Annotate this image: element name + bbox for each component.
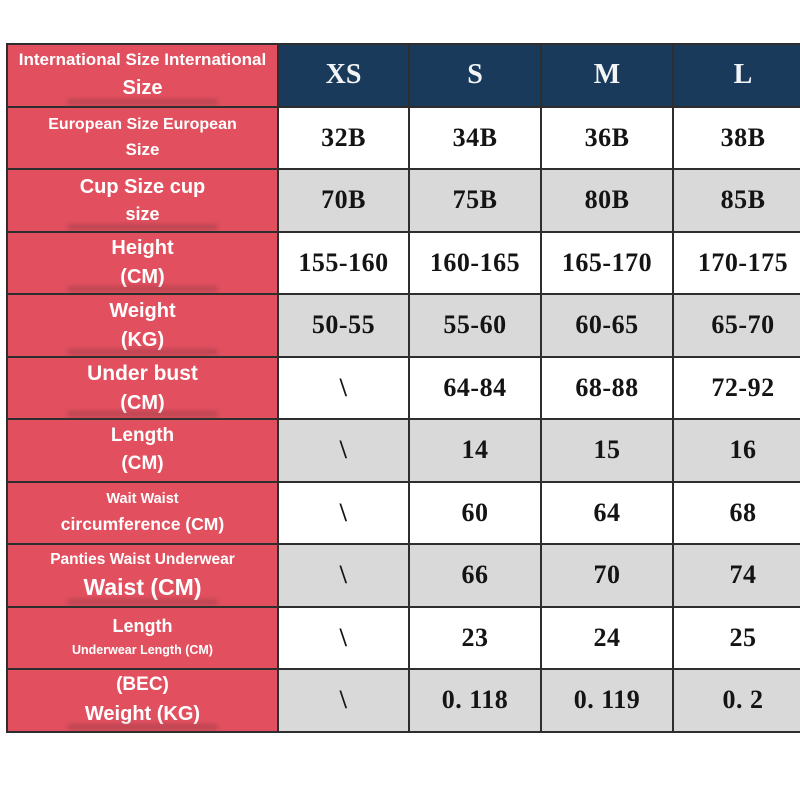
cell-value: 34B (408, 105, 542, 170)
cell-value: 70 (540, 543, 674, 608)
cell-value: 50-55 (277, 293, 410, 358)
cell-value: 160-165 (408, 230, 542, 295)
row-label-line1: Weight (109, 299, 176, 322)
row-label-line2: (CM) (121, 452, 164, 474)
cell-value: 170-175 (672, 230, 800, 295)
row-label-line2: (KG) (120, 328, 165, 351)
row-label-line1: Length (112, 616, 173, 637)
size-table: International Size International Size XS… (6, 43, 800, 733)
row-label-length-cm: Length (CM) (6, 418, 279, 483)
row-label-line1: Length (110, 424, 175, 446)
row-label-under-bust: Under bust (CM) (6, 355, 279, 420)
cell-value: 0. 118 (408, 668, 542, 733)
cell-value: 80B (540, 168, 674, 233)
cell-value: \ (277, 418, 410, 483)
table-row-european-size: European Size European Size 32B 34B 36B … (6, 105, 800, 170)
table-row-length-cm: Length (CM) \ 14 15 16 (6, 418, 800, 483)
cell-value: 68-88 (540, 355, 674, 420)
row-label-line1: Under bust (87, 361, 198, 385)
table-row-cup-size: Cup Size cup size 70B 75B 80B 85B (6, 168, 800, 233)
cell-value: 15 (540, 418, 674, 483)
table-row-under-bust: Under bust (CM) \ 64-84 68-88 72-92 (6, 355, 800, 420)
cell-value: 85B (672, 168, 800, 233)
row-label-line2: Underwear Length (CM) (72, 643, 213, 658)
column-header-xs: XS (277, 43, 410, 108)
row-label-line1: European Size European (48, 116, 237, 134)
row-label-weight: Weight (KG) (6, 293, 279, 358)
cell-value: 0. 119 (540, 668, 674, 733)
row-label-line1: International Size International (18, 50, 267, 70)
column-header-s: S (408, 43, 542, 108)
row-label-line1: (BEC) (116, 674, 169, 696)
table-row-waist-circumference: Wait Waist circumference (CM) \ 60 64 68 (6, 480, 800, 545)
row-label-cup-size: Cup Size cup size (6, 168, 279, 233)
cell-value: 60 (408, 480, 542, 545)
table-row-underwear-length: Length Underwear Length (CM) \ 23 24 25 (6, 605, 800, 670)
row-label-bec-weight: (BEC) Weight (KG) (6, 668, 279, 733)
row-label-line2: (CM) (120, 266, 165, 289)
cell-value: 38B (672, 105, 800, 170)
cell-value: 165-170 (540, 230, 674, 295)
cell-value: 64 (540, 480, 674, 545)
cell-value: \ (277, 605, 410, 670)
row-label-line2: (CM) (120, 391, 165, 414)
cell-value: \ (277, 480, 410, 545)
cell-value: 70B (277, 168, 410, 233)
row-label-panties-waist: Panties Waist Underwear Waist (CM) (6, 543, 279, 608)
table-row-header: International Size International Size XS… (6, 43, 800, 108)
cell-value: 55-60 (408, 293, 542, 358)
row-label-underwear-length: Length Underwear Length (CM) (6, 605, 279, 670)
cell-value: 14 (408, 418, 542, 483)
erased-text-artifact (67, 98, 218, 105)
cell-value: 66 (408, 543, 542, 608)
row-label-line2: Size (122, 77, 163, 100)
cell-value: 68 (672, 480, 800, 545)
cell-value: 25 (672, 605, 800, 670)
cell-value: 65-70 (672, 293, 800, 358)
cell-value: 24 (540, 605, 674, 670)
cell-value: 32B (277, 105, 410, 170)
column-header-l: L (672, 43, 800, 108)
cell-value: 75B (408, 168, 542, 233)
cell-value: 155-160 (277, 230, 410, 295)
row-label-european-size: European Size European Size (6, 105, 279, 170)
table-row-weight: Weight (KG) 50-55 55-60 60-65 65-70 (6, 293, 800, 358)
cell-value: 74 (672, 543, 800, 608)
row-label-line1: Cup Size cup (79, 175, 206, 198)
row-label-line2: Weight (KG) (84, 703, 201, 726)
table-row-panties-waist: Panties Waist Underwear Waist (CM) \ 66 … (6, 543, 800, 608)
row-label-line1: Wait Waist (106, 490, 179, 507)
cell-value: 0. 2 (672, 668, 800, 733)
size-chart: International Size International Size XS… (6, 43, 800, 733)
column-header-m: M (540, 43, 674, 108)
cell-value: \ (277, 543, 410, 608)
row-label-line2: circumference (CM) (60, 513, 225, 534)
cell-value: \ (277, 355, 410, 420)
cell-value: 23 (408, 605, 542, 670)
row-label-line2: Size (125, 139, 160, 159)
cell-value: 72-92 (672, 355, 800, 420)
cell-value: \ (277, 668, 410, 733)
row-label-international-size: International Size International Size (6, 43, 279, 108)
table-row-bec-weight: (BEC) Weight (KG) \ 0. 118 0. 119 0. 2 (6, 668, 800, 733)
cell-value: 60-65 (540, 293, 674, 358)
row-label-line2: size (125, 203, 160, 224)
cell-value: 16 (672, 418, 800, 483)
row-label-line1: Panties Waist Underwear (50, 550, 235, 568)
cell-value: 36B (540, 105, 674, 170)
row-label-height: Height (CM) (6, 230, 279, 295)
row-label-line1: Height (111, 237, 174, 260)
row-label-line2: Waist (CM) (83, 573, 202, 600)
row-label-waist-circumference: Wait Waist circumference (CM) (6, 480, 279, 545)
cell-value: 64-84 (408, 355, 542, 420)
table-row-height: Height (CM) 155-160 160-165 165-170 170-… (6, 230, 800, 295)
